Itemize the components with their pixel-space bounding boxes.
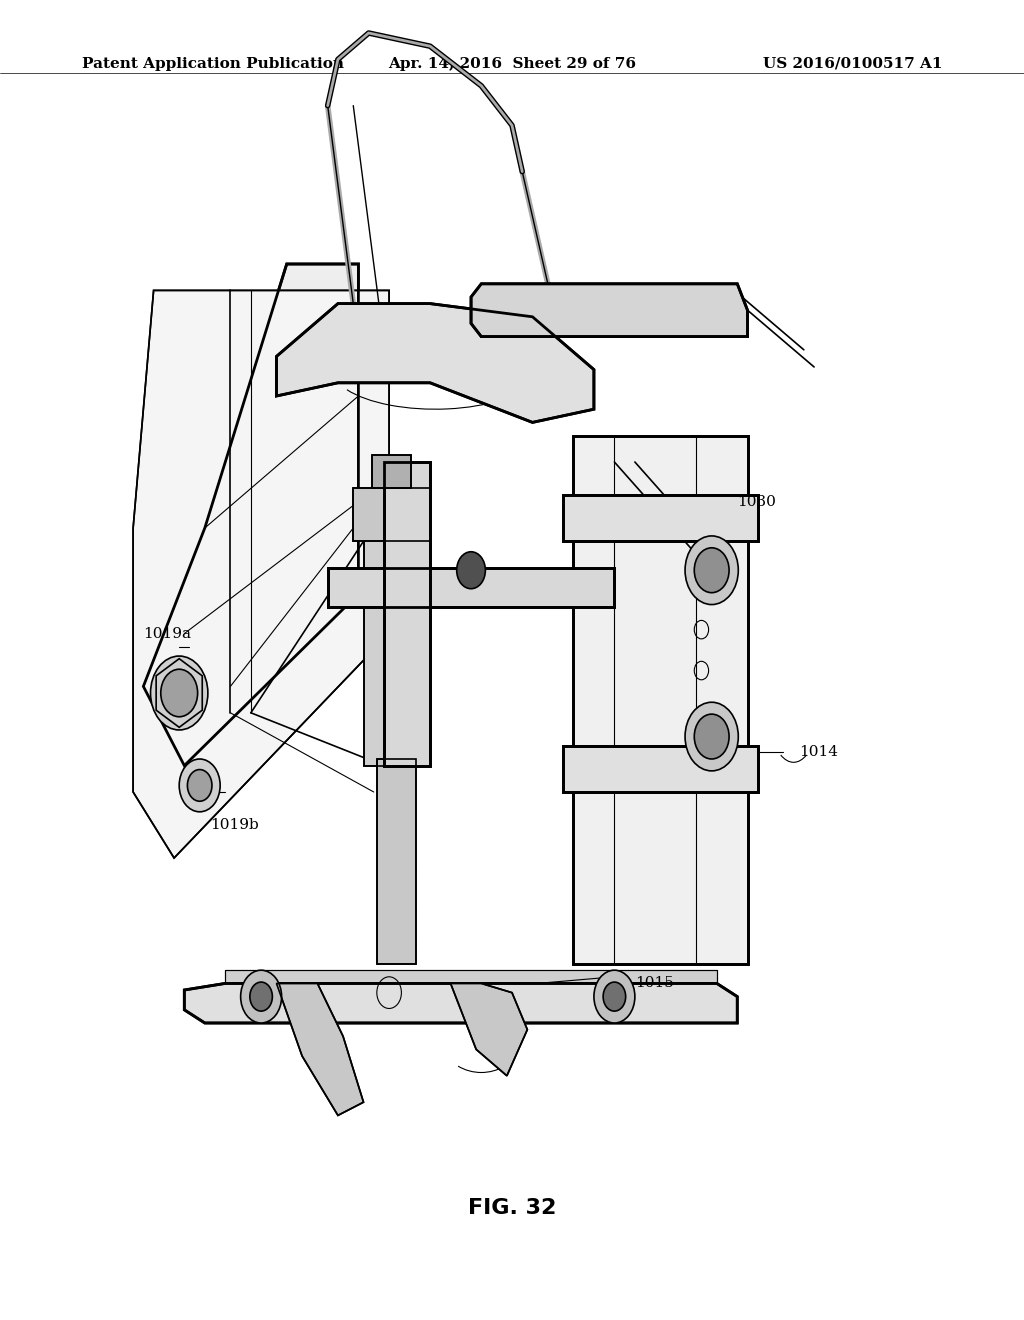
Bar	[563, 746, 758, 792]
Text: US 2016/0100517 A1: US 2016/0100517 A1	[763, 57, 942, 71]
Polygon shape	[184, 983, 737, 1023]
Text: 1014: 1014	[799, 746, 838, 759]
Polygon shape	[451, 983, 527, 1076]
Polygon shape	[471, 284, 748, 337]
Polygon shape	[143, 264, 358, 766]
Circle shape	[603, 982, 626, 1011]
Polygon shape	[225, 970, 717, 983]
Text: 1015: 1015	[635, 977, 674, 990]
Polygon shape	[573, 436, 748, 964]
Circle shape	[187, 770, 212, 801]
Bar	[372, 455, 411, 488]
Circle shape	[685, 702, 738, 771]
Polygon shape	[276, 304, 594, 422]
Circle shape	[457, 552, 485, 589]
Circle shape	[685, 536, 738, 605]
Circle shape	[241, 970, 282, 1023]
Bar	[364, 528, 420, 766]
Circle shape	[694, 714, 729, 759]
Bar	[563, 495, 758, 541]
Circle shape	[151, 656, 208, 730]
Bar	[563, 495, 758, 541]
Bar	[377, 759, 416, 964]
Circle shape	[161, 669, 198, 717]
Polygon shape	[328, 568, 614, 607]
Bar	[364, 528, 420, 766]
Text: 1019b: 1019b	[210, 818, 259, 832]
Bar	[353, 488, 430, 541]
Polygon shape	[133, 290, 389, 858]
Text: FIG. 32: FIG. 32	[468, 1197, 556, 1218]
Circle shape	[694, 548, 729, 593]
Polygon shape	[276, 983, 364, 1115]
Text: 1019a: 1019a	[143, 627, 191, 640]
Text: Apr. 14, 2016  Sheet 29 of 76: Apr. 14, 2016 Sheet 29 of 76	[388, 57, 636, 71]
Circle shape	[179, 759, 220, 812]
Bar	[353, 488, 430, 541]
Bar	[563, 746, 758, 792]
Circle shape	[594, 970, 635, 1023]
Text: Patent Application Publication: Patent Application Publication	[82, 57, 344, 71]
Circle shape	[250, 982, 272, 1011]
Polygon shape	[384, 462, 430, 766]
Bar	[372, 455, 411, 488]
Text: 1030: 1030	[737, 495, 776, 508]
Bar	[377, 759, 416, 964]
